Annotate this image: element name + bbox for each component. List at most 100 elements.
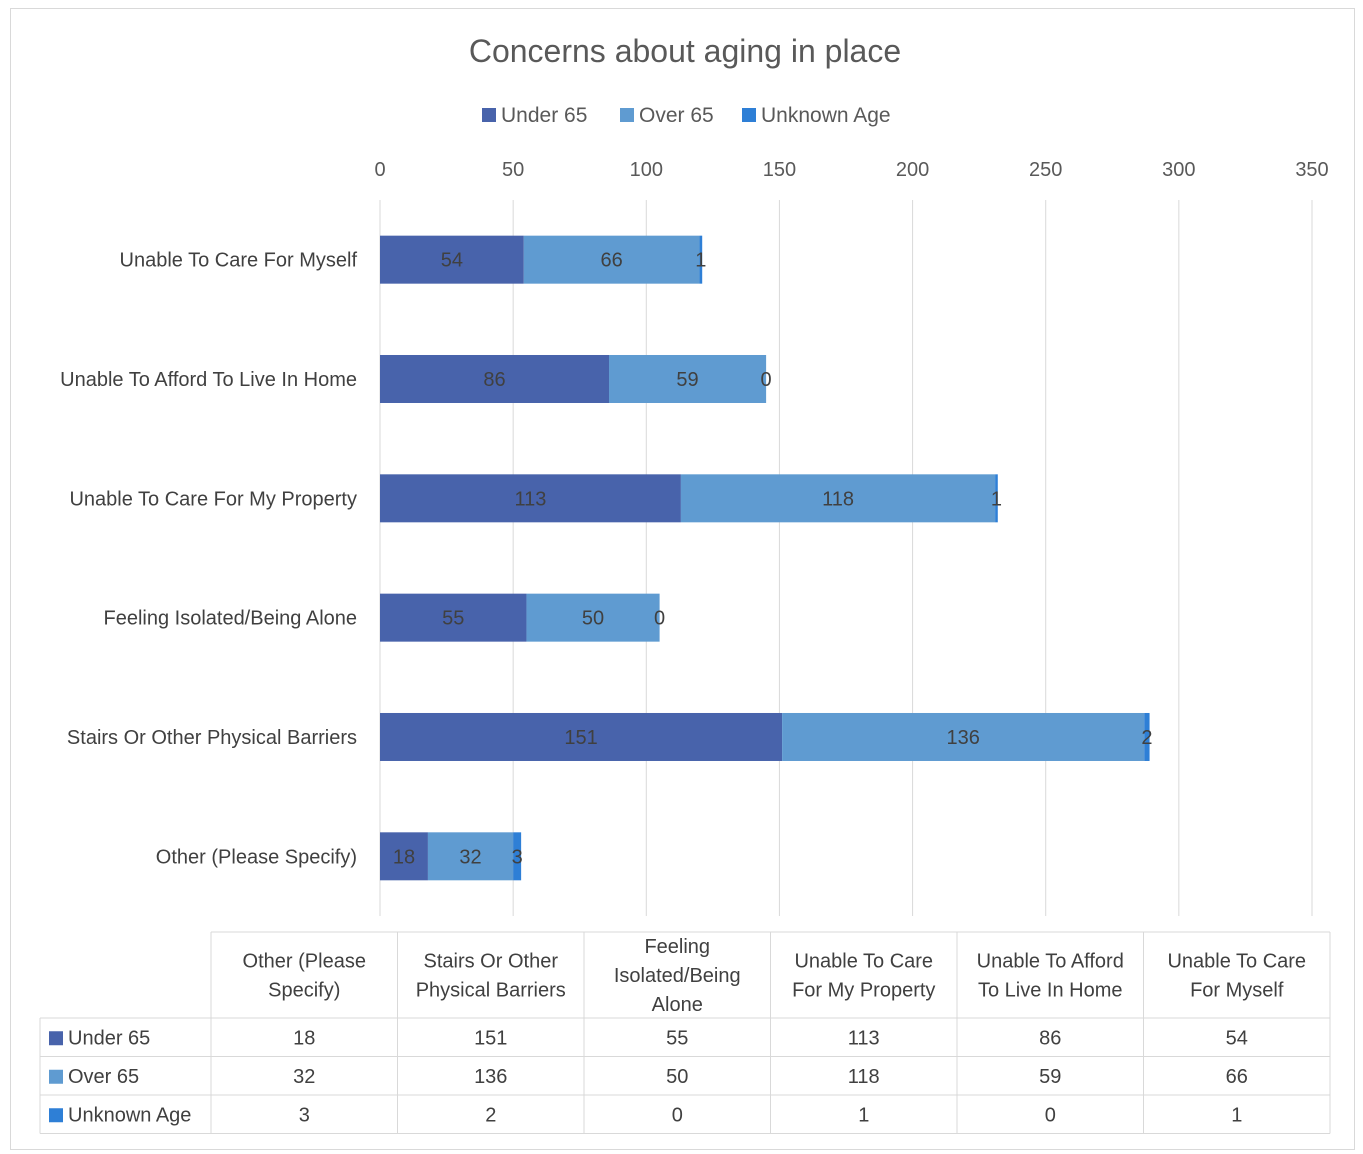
category-label: Feeling Isolated/Being Alone [103,608,357,630]
table-header-text: Other (Please [243,951,366,973]
table-cell: 151 [474,1027,507,1049]
table-cell: 1 [1231,1104,1242,1126]
bar-segment [699,235,703,284]
x-tick-label: 300 [1162,159,1195,181]
table-header-text: Unable To Afford [977,951,1124,973]
x-tick-label: 150 [763,159,796,181]
bar-segment [513,832,522,881]
table-row-label: Unknown Age [68,1104,191,1126]
bar-segment [1144,712,1150,761]
table-cell: 3 [299,1104,310,1126]
legend: Under 65 Over 65 Unknown Age [482,104,891,127]
data-label: 1 [991,488,1002,510]
chart-frame [10,8,1355,1150]
legend-swatch-1 [620,108,634,122]
table-legend-key [49,1108,63,1123]
data-label: 0 [654,608,665,630]
data-label: 86 [483,369,505,391]
data-label: 55 [442,608,464,630]
table-header-text: Unable To Care [794,951,933,973]
category-label: Unable To Care For Myself [120,250,358,272]
x-tick-label: 50 [502,159,524,181]
bar-segment [380,712,783,761]
legend-label-2: Unknown Age [761,104,891,127]
table-cell: 118 [848,1066,880,1088]
data-labels: 54 66 1 86 59 0 113 118 1 55 50 0 151 136 2 18 32 3 [393,250,1153,869]
data-label: 59 [676,369,698,391]
x-tick-label: 100 [630,159,663,181]
gridlines [379,200,1313,916]
table-cell: 54 [1226,1027,1248,1049]
table-header-text: Unable To Care [1167,951,1306,973]
table-cell: 59 [1039,1066,1061,1088]
table-cell: 55 [666,1027,688,1049]
data-label: 1 [695,250,706,272]
bar-segment [380,832,428,881]
category-label: Unable To Care For My Property [69,488,357,510]
data-label: 50 [582,608,604,630]
bar-segment [680,474,996,523]
table-header-text: Stairs Or Other [424,951,559,973]
table-header-text: Physical Barriers [416,980,566,1002]
table-header-text: Alone [652,994,703,1016]
data-label: 3 [512,846,523,868]
legend-swatch-2 [742,108,756,122]
data-label: 54 [441,250,463,272]
data-label: 136 [946,727,979,749]
table-cell: 86 [1039,1027,1061,1049]
x-axis-ticks: 0 50 100 150 200 250 300 350 [374,159,1328,181]
category-label: Stairs Or Other Physical Barriers [67,727,357,749]
chart-title: Concerns about aging in place [469,33,901,69]
table-cell: 50 [666,1066,688,1088]
table-legend-key [49,1069,63,1084]
bar-segment [523,235,700,284]
table-cell: 2 [485,1104,496,1126]
bar-segment [380,354,610,403]
data-table: Other (Please Specify) Stairs Or Other Phys… [39,931,1331,1134]
x-tick-label: 350 [1295,159,1328,181]
category-label: Other (Please Specify) [156,846,357,868]
bar-segment [782,712,1145,761]
category-label: Unable To Afford To Live In Home [60,369,357,391]
table-row-label: Over 65 [68,1066,139,1088]
table-cell: 113 [848,1027,880,1049]
data-label: 18 [393,846,415,868]
category-labels: Unable To Care For Myself Unable To Affor… [60,250,357,869]
data-label: 32 [459,846,481,868]
table-cell: 18 [293,1027,315,1049]
bar-segment [609,354,767,403]
table-cell: 1 [858,1104,869,1126]
table-header-text: To Live In Home [978,980,1123,1002]
table-cell: 136 [474,1066,507,1088]
table-cell: 66 [1226,1066,1248,1088]
data-label: 2 [1141,727,1152,749]
bar-segment [995,474,998,523]
table-cell: 0 [1045,1104,1056,1126]
bar-segment [380,235,524,284]
table-header-text: For Myself [1190,980,1284,1002]
table-cell: 32 [293,1066,315,1088]
data-label: 113 [515,488,547,510]
table-header-text: Isolated/Being [614,965,741,987]
legend-label-0: Under 65 [501,104,587,127]
bars [380,235,1150,881]
data-label: 118 [822,488,854,510]
legend-label-1: Over 65 [639,104,714,127]
x-tick-label: 250 [1029,159,1062,181]
bar-segment [526,593,660,642]
table-row-label: Under 65 [68,1027,150,1049]
x-tick-label: 0 [374,159,385,181]
table-cell: 0 [672,1104,683,1126]
table-header-text: For My Property [792,980,935,1002]
x-tick-label: 200 [896,159,929,181]
data-label: 0 [761,369,772,391]
table-header-text: Feeling [644,936,710,958]
table-header-text: Specify) [268,980,340,1002]
table-legend-key [49,1031,63,1046]
bar-segment [427,832,514,881]
data-label: 66 [601,250,623,272]
data-label: 151 [564,727,597,749]
legend-swatch-0 [482,108,496,122]
bar-segment [380,593,527,642]
